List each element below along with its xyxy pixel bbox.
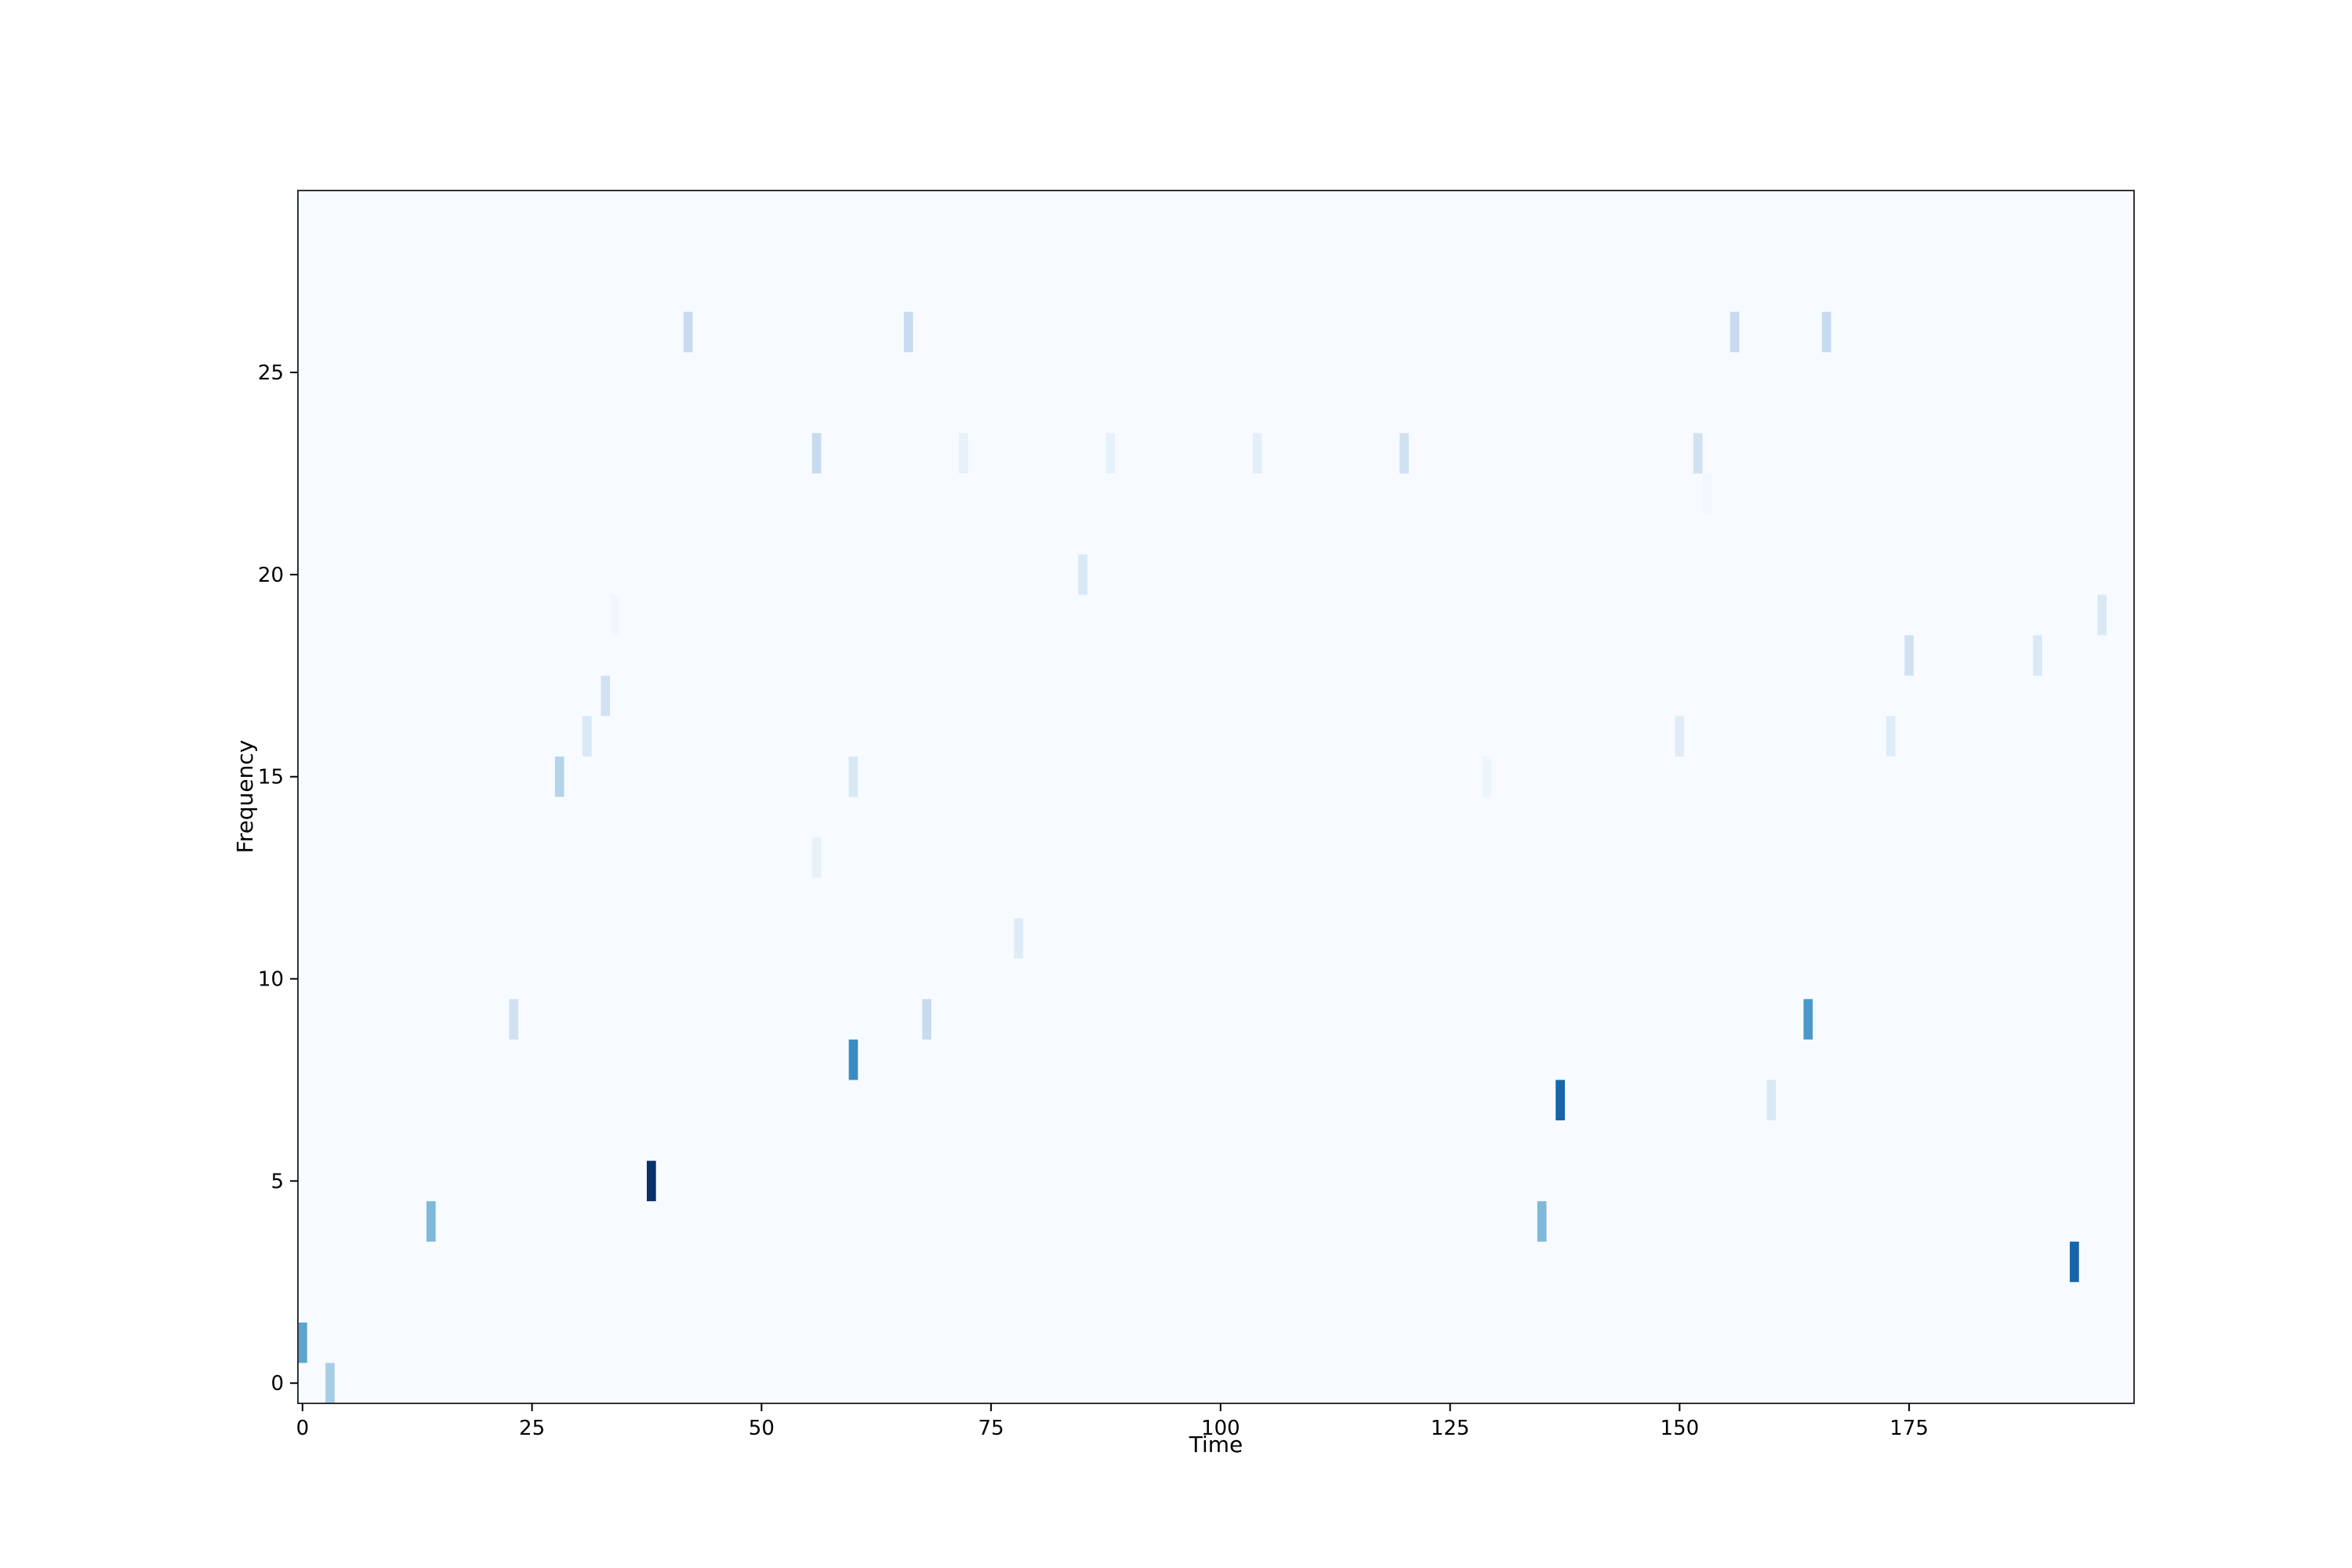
heatmap-cell	[2097, 594, 2107, 636]
heatmap-cell	[325, 1363, 335, 1403]
x-tick-label: 125	[1431, 1417, 1470, 1440]
heatmap-cell	[1693, 433, 1703, 474]
x-tick-label: 150	[1661, 1417, 1700, 1440]
heatmap-cell	[1702, 473, 1712, 514]
heatmap-cell	[1730, 311, 1740, 353]
heatmap-cell	[848, 756, 858, 797]
heatmap-cell	[1482, 756, 1492, 797]
y-tick-label: 15	[258, 766, 284, 789]
heatmap-cell	[848, 1039, 858, 1080]
heatmap-cells	[298, 311, 2107, 1403]
heatmap-cell	[610, 594, 619, 636]
heatmap-cell	[1105, 433, 1116, 474]
heatmap-cell	[646, 1160, 656, 1202]
heatmap-cell	[1252, 433, 1262, 474]
x-axis-ticks: 0 25 50 75 100 125 150 175	[296, 1403, 1929, 1440]
heatmap-cell	[922, 999, 931, 1040]
y-tick-label: 10	[258, 968, 284, 992]
heatmap-cell	[509, 999, 519, 1040]
plot-frame	[297, 190, 2135, 1404]
x-tick-label: 175	[1889, 1417, 1929, 1440]
heatmap-cell	[554, 756, 564, 797]
y-tick-label: 25	[258, 361, 284, 385]
heatmap-cell	[1555, 1080, 1565, 1121]
heatmap-cell	[2033, 635, 2042, 676]
heatmap-cell	[1803, 999, 1813, 1040]
y-tick-label: 20	[258, 564, 284, 587]
heatmap-cell	[903, 311, 913, 353]
heatmap-cell	[1537, 1201, 1547, 1242]
heatmap-cell	[1766, 1080, 1777, 1121]
y-axis-ticks: 0 5 10 15 20 25	[258, 361, 298, 1396]
heatmap-cell	[1078, 554, 1088, 595]
heatmap-cell	[1399, 433, 1409, 474]
heatmap-cell	[298, 1322, 307, 1363]
x-tick-label: 50	[749, 1417, 775, 1440]
heatmap-cell	[1886, 716, 1896, 757]
x-tick-label: 75	[978, 1417, 1004, 1440]
x-axis-title: Time	[1189, 1432, 1243, 1457]
heatmap-cell	[1821, 311, 1831, 353]
y-tick-label: 0	[270, 1372, 284, 1396]
heatmap-cell	[426, 1201, 436, 1242]
x-tick-label: 25	[519, 1417, 545, 1440]
x-tick-label: 100	[1201, 1417, 1240, 1440]
heatmap-cell	[601, 675, 611, 717]
heatmap-cell	[583, 716, 592, 757]
heatmap-cell	[811, 433, 822, 474]
heatmap-cell	[2070, 1241, 2079, 1283]
heatmap-cell	[1904, 635, 1914, 676]
x-tick-label: 0	[296, 1417, 310, 1440]
heatmap-cell	[1014, 918, 1024, 959]
plot-background	[298, 191, 2134, 1403]
y-axis-title: Frequency	[232, 740, 258, 854]
heatmap-cell	[1675, 716, 1685, 757]
heatmap-cell	[959, 433, 968, 474]
y-tick-label: 5	[270, 1170, 284, 1193]
heatmap-cell	[811, 837, 822, 878]
heatmap-cell	[683, 311, 693, 353]
